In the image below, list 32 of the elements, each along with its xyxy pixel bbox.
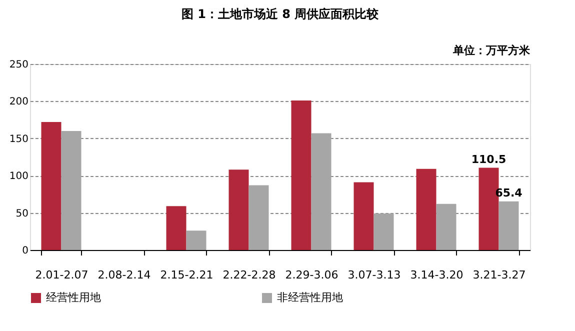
legend-label: 非经营性用地	[277, 291, 343, 304]
x-tick-label: 3.07-3.13	[348, 268, 401, 282]
bar	[228, 170, 249, 250]
x-tick-label: 3.14-3.20	[410, 268, 464, 282]
bar	[291, 100, 312, 250]
y-tick-label: 0	[22, 246, 28, 256]
bar	[354, 182, 374, 250]
bar	[61, 130, 82, 250]
y-tick-label: 50	[16, 208, 28, 220]
y-tick-label: 100	[9, 171, 28, 182]
x-tick-label: 3.21-3.27	[472, 268, 526, 282]
bar	[248, 185, 269, 250]
x-tick-label: 2.01-2.07	[35, 268, 88, 282]
bar	[436, 204, 456, 250]
bar	[41, 122, 62, 250]
legend-label: 经营性用地	[46, 291, 101, 304]
data-label: 110.5	[471, 152, 506, 166]
bar	[374, 214, 394, 250]
x-tick-label: 2.08-2.14	[98, 268, 151, 282]
x-tick-label: 2.15-2.21	[160, 268, 214, 282]
chart-title: 图 1：土地市场近 8 周供应面积比较	[181, 7, 380, 21]
y-tick-label: 200	[9, 96, 28, 108]
bar	[186, 230, 206, 250]
y-tick-label: 150	[9, 134, 28, 145]
x-tick-label: 2.29-3.06	[285, 268, 338, 282]
bar	[166, 206, 186, 250]
y-tick-label: 250	[9, 60, 28, 70]
text: 单位：万平方米	[452, 44, 531, 57]
x-tick-label: 2.22-2.28	[222, 268, 276, 282]
bar	[498, 201, 519, 250]
bar	[311, 133, 332, 250]
bar	[416, 168, 436, 250]
